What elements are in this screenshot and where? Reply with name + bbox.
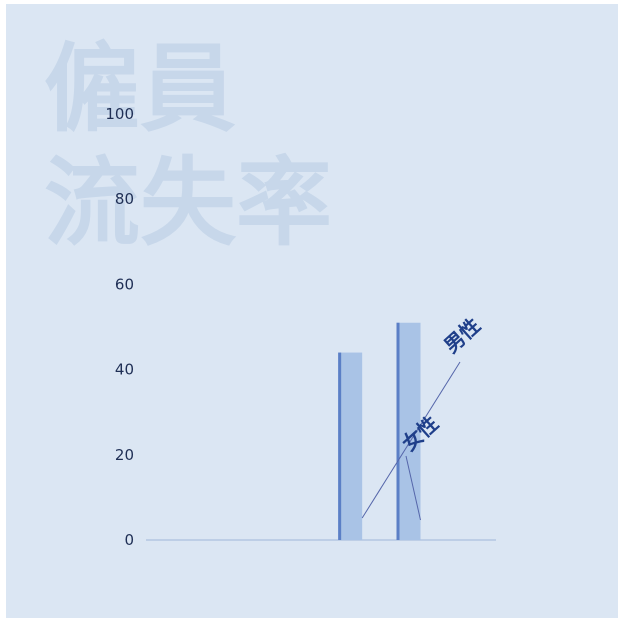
y-tick-label: 20 — [115, 446, 134, 464]
title-line-2: 流失率 — [44, 147, 332, 259]
callout-line-female — [405, 455, 421, 521]
y-axis-ticks: 0 20 40 60 80 100 — [105, 105, 134, 549]
y-tick-label: 60 — [115, 275, 134, 293]
bar-edge — [338, 352, 342, 540]
callout-label-male: 男性 — [439, 313, 485, 358]
y-tick-label: 40 — [115, 361, 134, 379]
bar-edge — [396, 322, 400, 540]
bar-body — [338, 352, 363, 540]
chart-panel: 僱員 流失率 0 20 40 60 80 100 男性 女性 — [6, 4, 618, 618]
y-tick-label: 100 — [105, 105, 134, 123]
bar-male — [338, 352, 363, 540]
title-line-1: 僱員 — [44, 33, 236, 145]
y-tick-label: 0 — [124, 531, 134, 549]
y-tick-label: 80 — [115, 190, 134, 208]
bars — [338, 322, 421, 540]
callout-line-male — [361, 361, 461, 519]
chart-title: 僱員 流失率 — [44, 33, 332, 259]
